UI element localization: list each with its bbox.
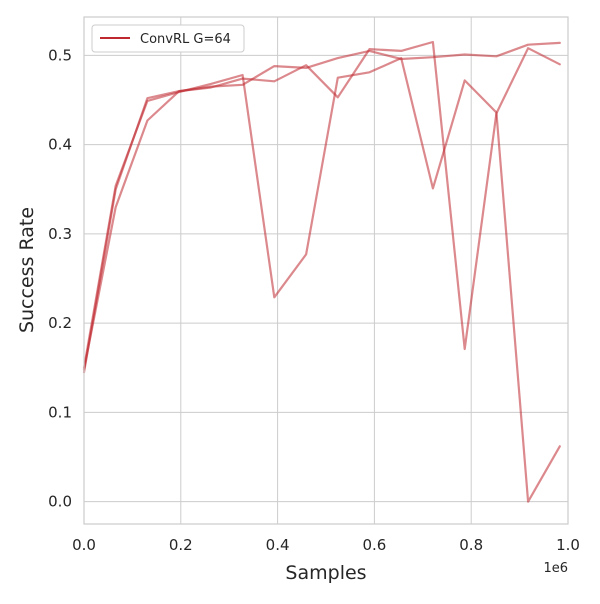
- x-offset-label: 1e6: [543, 561, 568, 576]
- x-tick-label: 0.4: [266, 536, 290, 554]
- x-tick-label: 0.2: [169, 536, 193, 554]
- legend-box: [91, 24, 245, 53]
- legend-label: ConvRL G=64: [140, 32, 231, 47]
- y-tick-label: 0.1: [48, 403, 72, 421]
- x-tick-label: 0.6: [362, 536, 386, 554]
- series-line-2: [82, 41, 561, 374]
- y-tick-label: 0.5: [48, 46, 72, 64]
- x-tick-label: 0.0: [72, 536, 96, 554]
- y-axis-title: Success Rate: [16, 207, 38, 333]
- series-lines: [82, 40, 561, 503]
- x-tick-label: 0.8: [459, 536, 483, 554]
- legend: ConvRL G=64: [91, 24, 245, 53]
- series-line-3: [82, 40, 561, 371]
- x-tick-label: 1.0: [556, 536, 580, 554]
- y-tick-label: 0.0: [48, 493, 72, 511]
- y-tick-label: 0.2: [48, 314, 72, 332]
- tick-labels: 0.0 0.2 0.4 0.6 0.8 1.0 0.0 0.1 0.2 0.3 0.4 0.5: [48, 46, 580, 554]
- y-tick-label: 0.3: [48, 225, 72, 243]
- plot-background: [84, 17, 568, 524]
- series-line-1: [82, 56, 561, 503]
- plot-border: [83, 16, 569, 525]
- y-tick-label: 0.4: [48, 136, 72, 154]
- x-axis-title: Samples: [285, 562, 366, 584]
- plot-frame: [83, 16, 569, 525]
